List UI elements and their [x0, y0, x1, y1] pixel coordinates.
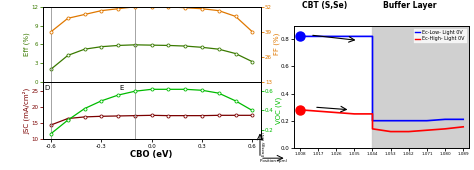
Text: E: E: [120, 85, 124, 91]
X-axis label: CBO (eV): CBO (eV): [130, 150, 173, 159]
Text: Position (μm): Position (μm): [260, 159, 287, 163]
Text: D: D: [45, 85, 50, 91]
Text: CBT (S,Se): CBT (S,Se): [302, 1, 347, 10]
Legend: Ec-Low- Light 0V, Ec-High- Light 0V: Ec-Low- Light 0V, Ec-High- Light 0V: [413, 28, 467, 43]
Y-axis label: JSC (mA/cm²): JSC (mA/cm²): [23, 87, 30, 134]
Y-axis label: VOC (V): VOC (V): [275, 97, 282, 124]
Bar: [373, 26, 474, 148]
Text: Buffer Layer: Buffer Layer: [383, 1, 437, 10]
Y-axis label: FF (%): FF (%): [273, 33, 280, 55]
Y-axis label: Eff (%): Eff (%): [24, 32, 30, 56]
Text: Energy (eV): Energy (eV): [262, 131, 265, 156]
